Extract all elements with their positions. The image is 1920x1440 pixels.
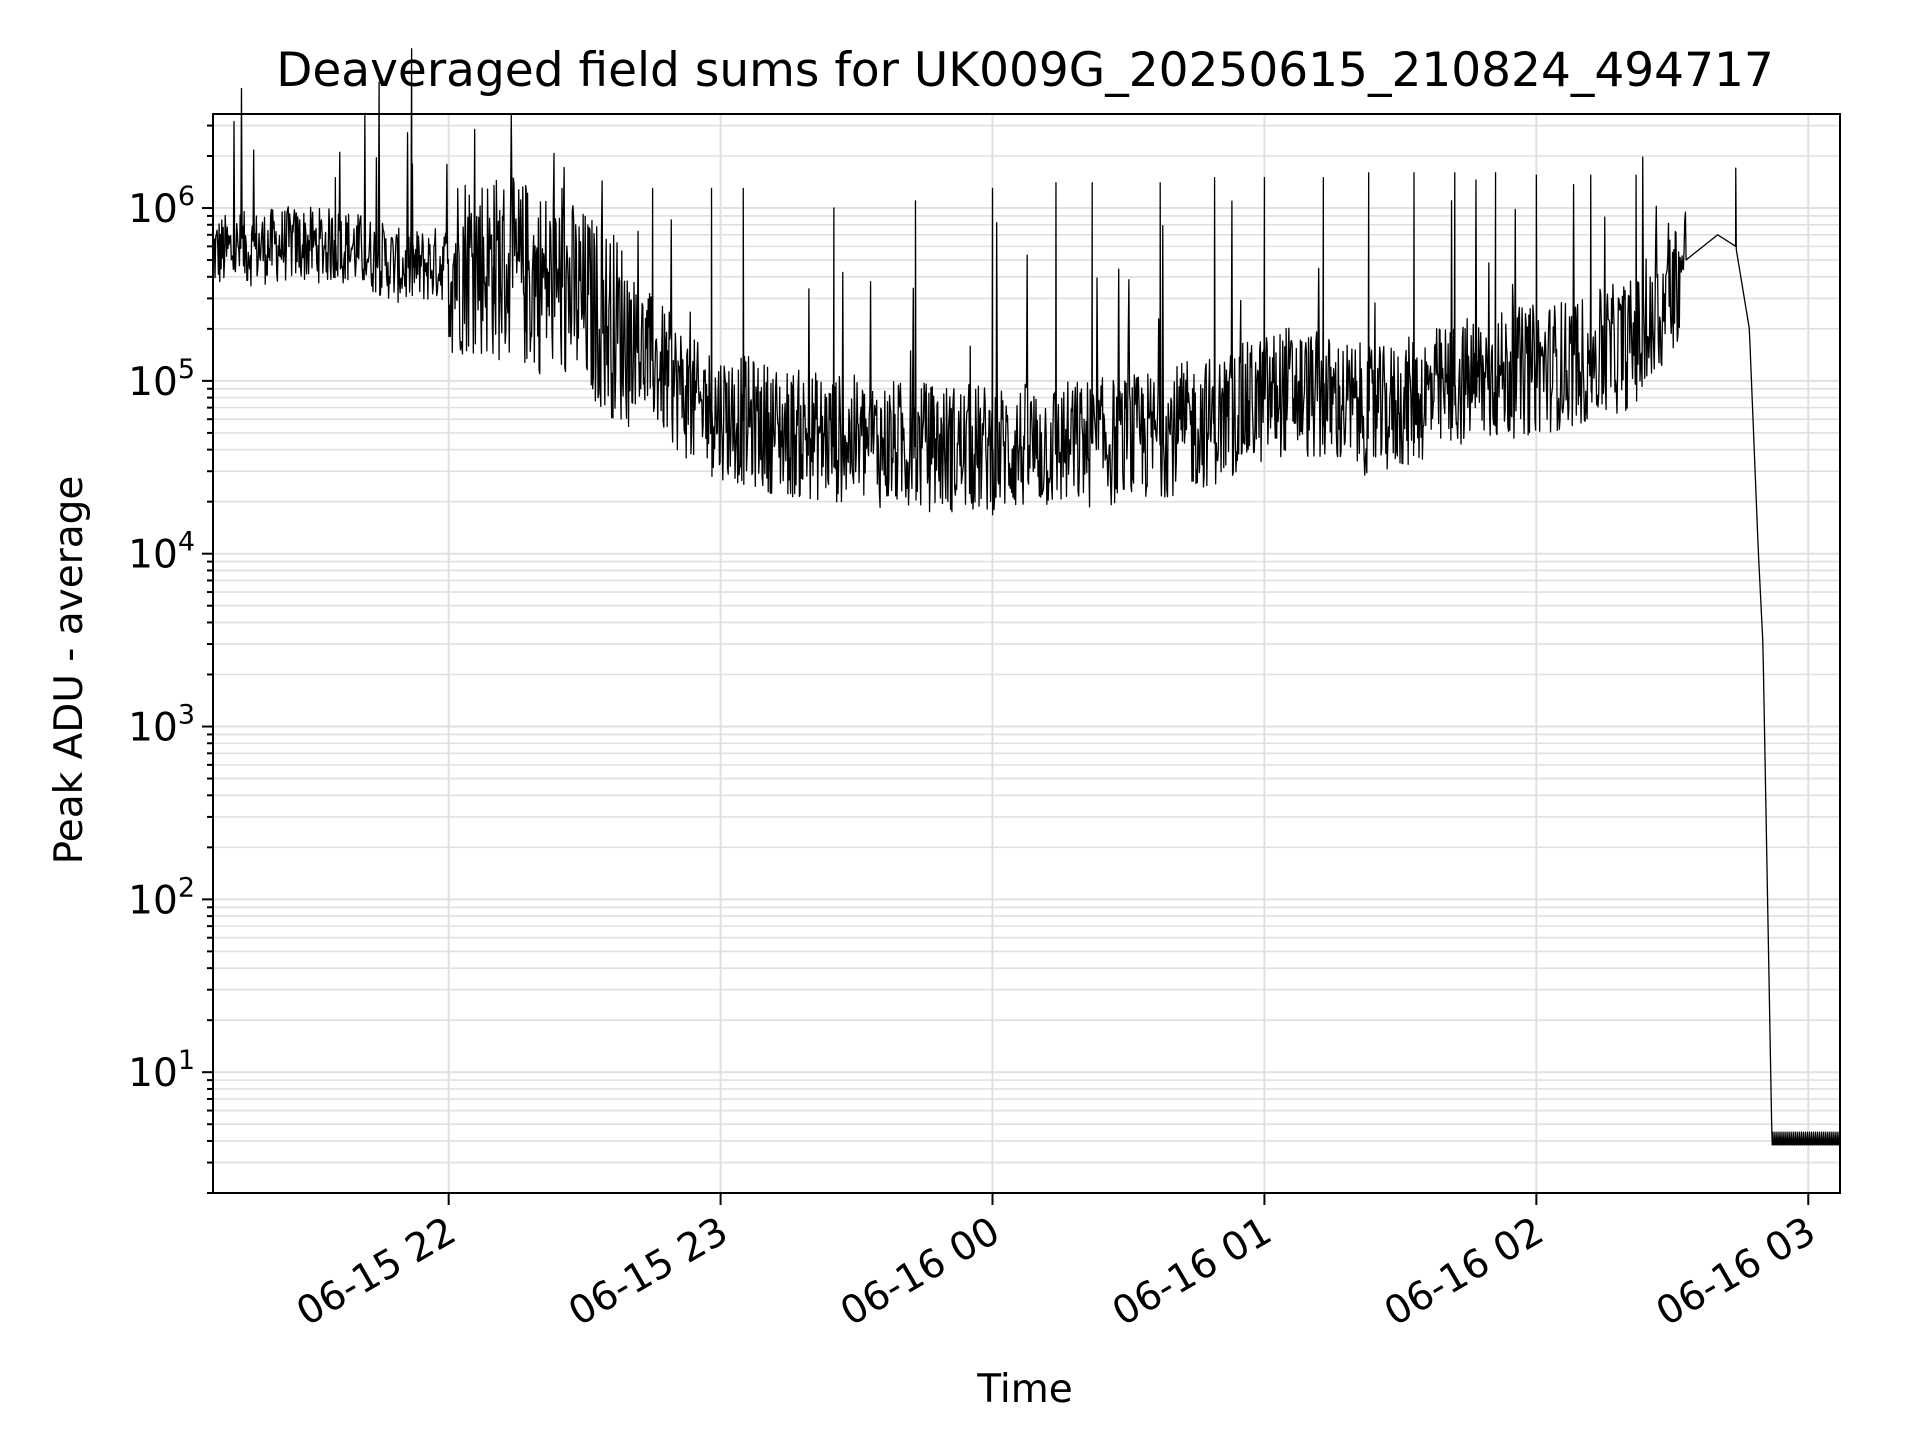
y-tick-label: 102 bbox=[128, 872, 195, 923]
y-tick-label: 103 bbox=[128, 700, 195, 751]
series-layer bbox=[212, 48, 1841, 1146]
y-axis-label: Peak ADU - average bbox=[47, 476, 92, 865]
x-axis-label: Time bbox=[976, 1367, 1072, 1412]
y-tick-label: 101 bbox=[128, 1045, 195, 1096]
chart-title: Deaveraged field sums for UK009G_2025061… bbox=[276, 43, 1774, 98]
series-line bbox=[212, 48, 1841, 1146]
y-tick-label: 105 bbox=[128, 354, 195, 405]
y-tick-label: 106 bbox=[128, 181, 195, 232]
plot-frame bbox=[212, 113, 1841, 1194]
y-tick-label: 104 bbox=[128, 527, 195, 578]
